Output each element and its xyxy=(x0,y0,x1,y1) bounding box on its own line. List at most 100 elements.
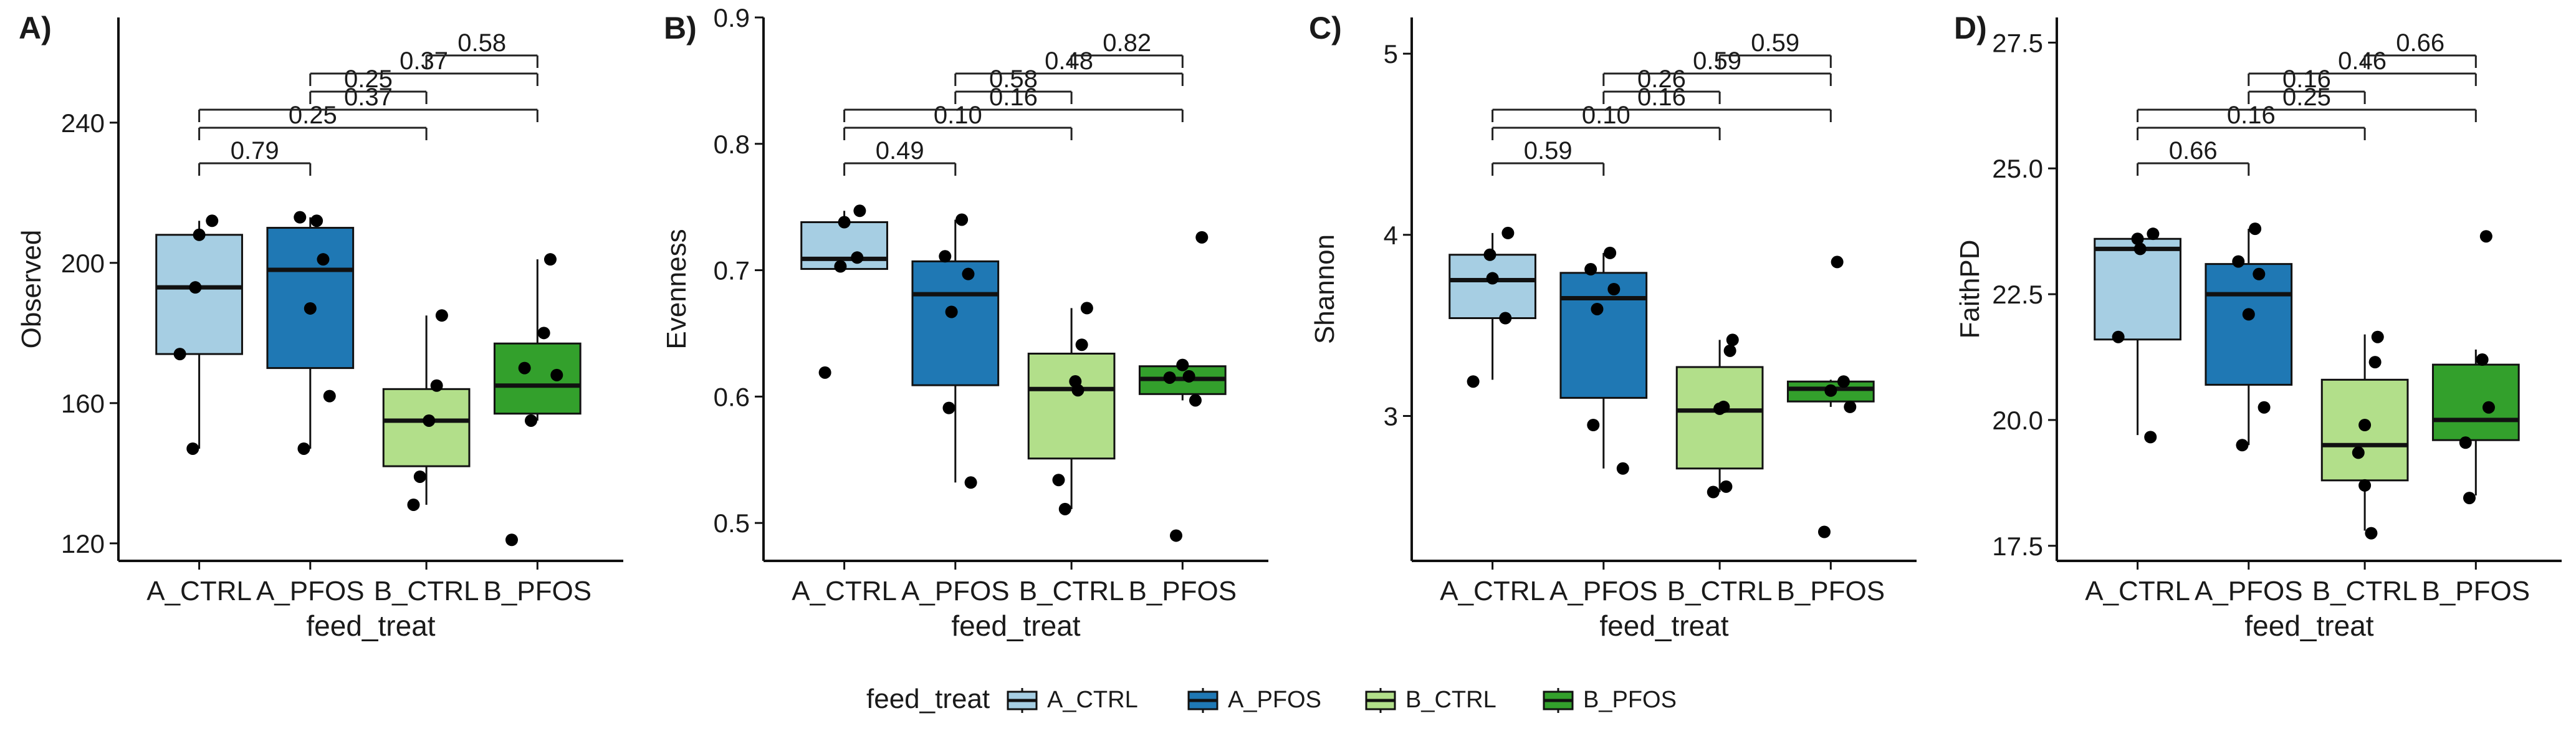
bracket: 0.59 xyxy=(1718,29,1832,68)
data-point xyxy=(964,476,977,489)
bracket: 0.79 xyxy=(198,137,312,176)
bracket: 0.16 xyxy=(2248,65,2366,104)
data-point xyxy=(193,228,206,241)
data-point xyxy=(413,470,426,483)
bracket: 0.48 xyxy=(954,47,1184,86)
data-point xyxy=(189,281,202,294)
data-point xyxy=(853,204,866,217)
data-point xyxy=(550,368,563,381)
box-body xyxy=(1448,254,1536,320)
x-tick-label: B_CTRL xyxy=(374,576,479,606)
bracket: 0.25 xyxy=(2137,84,2477,122)
data-point xyxy=(1075,338,1088,351)
data-point xyxy=(1591,302,1604,315)
y-axis-label: Evenness xyxy=(661,229,692,349)
x-tick-label: B_CTRL xyxy=(1667,576,1773,606)
data-point xyxy=(206,214,219,227)
box-body xyxy=(155,234,243,355)
data-point xyxy=(2482,401,2495,414)
data-point xyxy=(1176,358,1189,371)
data-point xyxy=(2133,242,2147,256)
y-tick-label: 27.5 xyxy=(1992,28,2043,57)
y-tick-label: 17.5 xyxy=(1992,532,2043,561)
box-body xyxy=(1559,272,1648,399)
y-tick-label: 200 xyxy=(61,249,105,278)
legend-label: B_CTRL xyxy=(1405,687,1496,713)
x-tick-label: B_PFOS xyxy=(1776,576,1885,606)
bracket-p-value: 0.49 xyxy=(876,137,924,165)
data-point xyxy=(2476,353,2489,366)
data-point xyxy=(2479,230,2492,243)
y-tick-label: 0.5 xyxy=(714,509,750,538)
bracket-p-value: 0.46 xyxy=(2338,47,2387,75)
bracket-p-value: 0.10 xyxy=(1582,102,1630,129)
data-point xyxy=(505,533,518,547)
y-tick-label: 25.0 xyxy=(1992,154,2043,183)
data-point xyxy=(2144,431,2157,444)
bracket: 0.59 xyxy=(1491,137,1605,176)
y-tick-label: 4 xyxy=(1384,221,1398,250)
y-tick-label: 0.7 xyxy=(714,256,750,285)
y-tick-label: 160 xyxy=(61,389,105,418)
box-b_ctrl xyxy=(382,315,471,505)
panel-shannon: C) 3 4 5 Shannon A_CTRL A_PFOS B_CTRL B_PFOSfeed… xyxy=(1309,11,1917,642)
x-tick-label: A_CTRL xyxy=(1440,576,1545,606)
bracket-p-value: 0.25 xyxy=(344,65,393,93)
panel-observed: A) 120 160 200 240 Observed A_CTRL A_PFOS B_CTRL… xyxy=(16,11,623,642)
box-a_ctrl xyxy=(1448,232,1536,380)
legend-title: feed_treat xyxy=(866,684,990,714)
bracket: 0.25 xyxy=(309,65,428,104)
bracket: 0.26 xyxy=(1602,65,1721,104)
box-body xyxy=(1675,366,1764,470)
box-a_ctrl xyxy=(155,221,243,449)
x-axis-label: feed_treat xyxy=(2244,609,2373,642)
data-point xyxy=(1723,344,1736,357)
panel-label: A) xyxy=(19,11,52,45)
bracket: 0.58 xyxy=(954,65,1073,104)
data-point xyxy=(2459,436,2472,449)
data-point xyxy=(317,253,330,266)
bracket: 0.59 xyxy=(1602,47,1832,86)
box-body xyxy=(382,388,471,467)
box-a_pfos xyxy=(1559,252,1648,469)
bracket: 0.66 xyxy=(2363,29,2477,68)
data-point xyxy=(1195,231,1209,244)
bracket-p-value: 0.79 xyxy=(231,137,279,165)
x-tick-label: B_PFOS xyxy=(483,576,591,606)
data-point xyxy=(851,251,864,264)
panel-evenness: B) 0.5 0.6 0.7 0.8 0.9 Evenness A_CTRL A_PFOS B_C… xyxy=(661,3,1268,642)
x-axis-label: feed_treat xyxy=(951,609,1080,642)
data-point xyxy=(2358,419,2372,431)
y-tick-label: 0.6 xyxy=(714,382,750,411)
y-tick-label: 0.8 xyxy=(714,130,750,159)
x-tick-label: A_PFOS xyxy=(901,576,1010,606)
x-axis-label: feed_treat xyxy=(306,609,435,642)
data-point xyxy=(1720,480,1733,493)
data-point xyxy=(518,361,531,375)
data-point xyxy=(297,442,310,455)
box-body xyxy=(911,260,1000,386)
data-point xyxy=(1499,312,1512,325)
box-body xyxy=(266,227,355,370)
bracket-p-value: 0.82 xyxy=(1103,29,1151,57)
box-body xyxy=(1027,352,1116,460)
bracket-p-value: 0.59 xyxy=(1524,137,1573,165)
box-a_pfos xyxy=(266,217,355,449)
bracket-p-value: 0.26 xyxy=(1637,65,1686,93)
data-point xyxy=(945,305,958,318)
bracket: 0.66 xyxy=(2137,137,2250,176)
bracket: 0.16 xyxy=(843,84,1184,122)
y-axis-label: Observed xyxy=(16,230,47,349)
data-point xyxy=(2358,479,2372,492)
data-point xyxy=(1080,302,1093,315)
data-point xyxy=(173,348,186,361)
data-point xyxy=(1584,263,1597,276)
data-point xyxy=(435,309,448,322)
data-point xyxy=(2352,446,2365,459)
data-point xyxy=(1486,272,1499,285)
data-point xyxy=(942,401,955,414)
panel-label: C) xyxy=(1309,11,1342,45)
data-point xyxy=(1058,502,1071,515)
